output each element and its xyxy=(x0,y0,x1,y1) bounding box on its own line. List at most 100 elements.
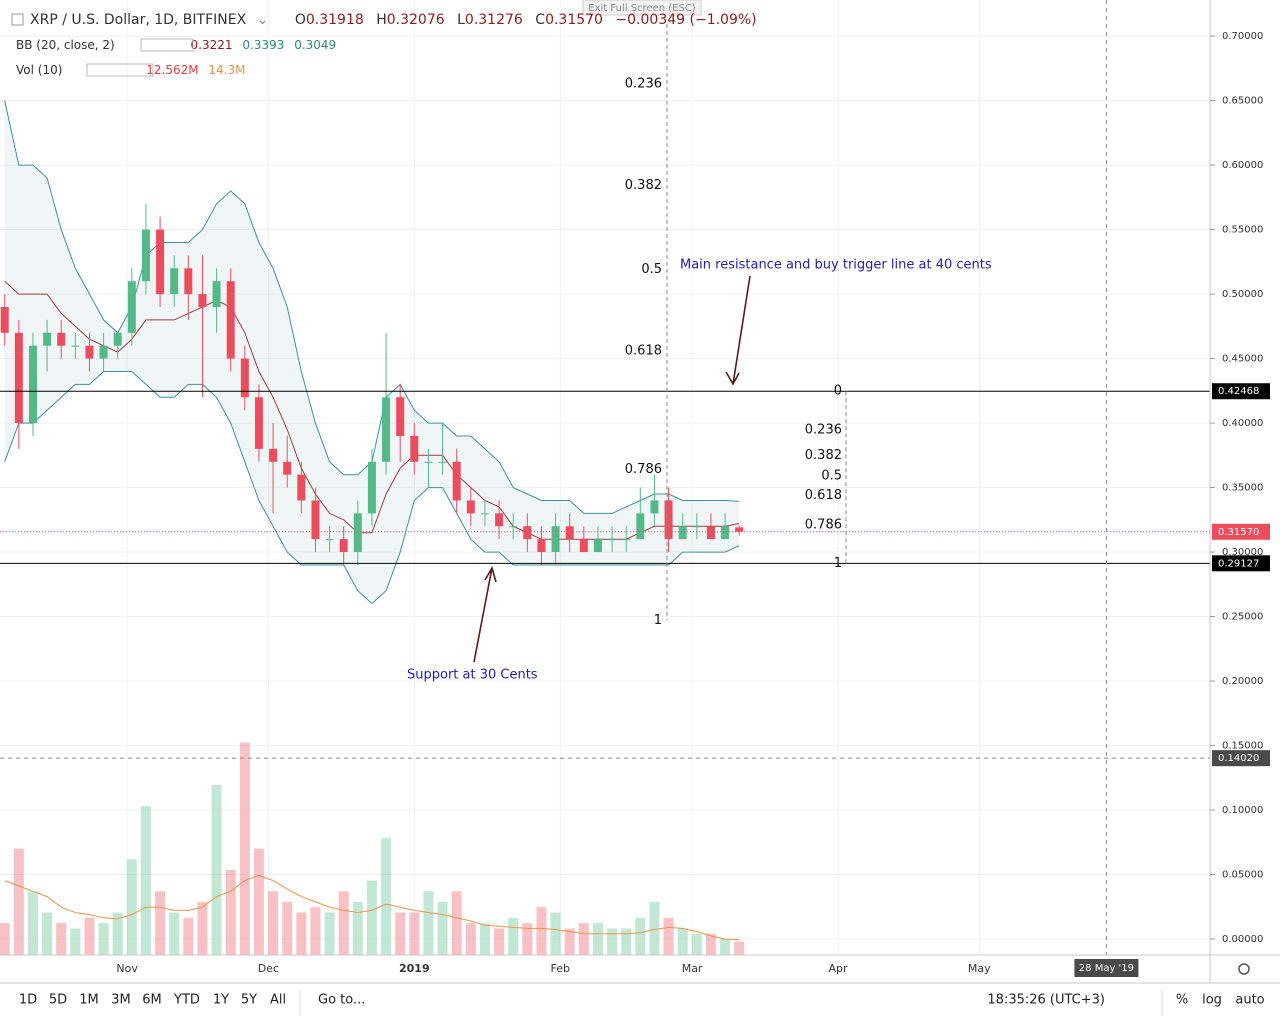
change: −0.00349 (−1.09%) xyxy=(615,12,756,28)
y-tick-label: 0.30000 xyxy=(1222,547,1263,558)
price-label: 0.29127 xyxy=(1218,558,1259,569)
fib-level-label: 0.5 xyxy=(641,262,662,277)
fib-level-label: 0.786 xyxy=(805,517,842,532)
volume-bar xyxy=(296,912,307,955)
candle-body xyxy=(14,332,23,424)
y-tick-label: 0.15000 xyxy=(1222,741,1263,752)
bb-controls[interactable] xyxy=(140,38,194,52)
scale-button[interactable]: % xyxy=(1176,993,1188,1008)
x-tick-label: Apr xyxy=(829,962,849,975)
candle-body xyxy=(438,461,447,463)
candle-body xyxy=(0,306,9,333)
scale-button[interactable]: log xyxy=(1202,993,1222,1008)
range-button[interactable]: All xyxy=(270,993,286,1008)
annotation: Main resistance and buy trigger line at … xyxy=(680,258,992,273)
range-button[interactable]: 1M xyxy=(79,993,99,1008)
candle-body xyxy=(297,474,306,501)
price-label-bg xyxy=(1212,750,1270,767)
volume-bar xyxy=(183,917,194,955)
candle-body xyxy=(495,513,504,527)
volume-bar xyxy=(140,806,151,955)
vol-controls[interactable] xyxy=(86,63,154,77)
symbol-icon[interactable] xyxy=(11,13,24,26)
range-button[interactable]: 1Y xyxy=(213,993,229,1008)
bb-value: 0.3393 xyxy=(242,38,284,52)
symbol[interactable]: XRP / U.S. Dollar, 1D, BITFINEX xyxy=(30,12,247,28)
header: XRP / U.S. Dollar, 1D, BITFINEX ⌄ O0.319… xyxy=(30,12,757,28)
volume-bar xyxy=(677,928,688,955)
arrow xyxy=(473,565,497,663)
fib-level-label: 0.786 xyxy=(625,462,662,477)
volume-bar xyxy=(691,933,702,955)
volume-bar xyxy=(98,923,109,955)
volume-bar xyxy=(70,928,81,955)
settings-icon[interactable] xyxy=(1238,963,1250,975)
volume-bar xyxy=(155,891,166,955)
price-label: 0.42468 xyxy=(1218,386,1259,397)
ohlc-value: 0.32076 xyxy=(387,12,445,28)
volume-bar xyxy=(607,928,618,955)
volume-bar xyxy=(239,742,250,955)
volume-bar xyxy=(734,941,745,955)
bb-label[interactable]: BB (20, close, 2) xyxy=(16,38,115,52)
scale-button[interactable]: auto xyxy=(1235,993,1264,1008)
volume-bar xyxy=(84,917,95,955)
candle-body xyxy=(325,539,334,541)
volume-bar xyxy=(13,848,24,955)
candle-body xyxy=(212,281,221,307)
date-label: 28 May '19 xyxy=(1079,963,1134,974)
volume-bar xyxy=(437,901,448,955)
clock: 18:35:26 (UTC+3) xyxy=(987,993,1105,1008)
volume-bar xyxy=(663,917,674,955)
volume-bar xyxy=(649,901,660,955)
price-label-bg xyxy=(1212,523,1270,540)
candle-body xyxy=(311,500,320,540)
x-tick-label: 2019 xyxy=(399,962,430,975)
fib-level-label: 0.236 xyxy=(625,76,662,91)
range-button[interactable]: YTD xyxy=(173,993,200,1008)
volume-bar xyxy=(508,917,519,955)
fib-level-label: 0 xyxy=(834,384,842,399)
candle-body xyxy=(509,526,518,528)
exit-fullscreen-label[interactable]: Exit Full Screen (ESC) xyxy=(588,3,696,14)
candle-body xyxy=(523,526,532,540)
volume-bar xyxy=(578,923,589,955)
range-button[interactable]: 6M xyxy=(142,993,162,1008)
volume-bar xyxy=(592,923,603,955)
range-button[interactable]: 5D xyxy=(49,993,67,1008)
volume-bar xyxy=(451,891,462,955)
candle-body xyxy=(99,345,108,359)
fib-level-label: 1 xyxy=(654,613,662,628)
range-button[interactable]: 1D xyxy=(19,993,37,1008)
x-tick-label: Dec xyxy=(258,962,279,975)
vol-label[interactable]: Vol (10) xyxy=(16,63,62,77)
candle-body xyxy=(622,539,631,541)
ohlc-value: 0.31918 xyxy=(306,12,364,28)
candle-body xyxy=(382,397,391,462)
candle-body xyxy=(664,500,673,540)
volume-bar xyxy=(282,901,293,955)
vol-value: 14.3M xyxy=(208,63,245,77)
dropdown-icon[interactable]: ⌄ xyxy=(257,12,269,28)
goto-button[interactable]: Go to... xyxy=(318,993,365,1008)
y-tick-label: 0.55000 xyxy=(1222,225,1263,236)
fib-level-label: 0.5 xyxy=(821,468,842,483)
volume-bar xyxy=(395,912,406,955)
y-tick-label: 0.45000 xyxy=(1222,354,1263,365)
candle-body xyxy=(85,345,94,359)
volume-bar xyxy=(42,912,53,955)
candle-body xyxy=(57,332,66,346)
exit-fullscreen-button[interactable] xyxy=(582,0,702,16)
candle-body xyxy=(706,526,715,540)
y-tick-label: 0.25000 xyxy=(1222,612,1263,623)
price-label-bg xyxy=(1212,555,1270,572)
candle-body xyxy=(240,358,249,398)
range-button[interactable]: 5Y xyxy=(241,993,257,1008)
range-button[interactable]: 3M xyxy=(111,993,131,1008)
volume-bar xyxy=(225,870,236,955)
candle-body xyxy=(579,539,588,553)
y-tick-label: 0.05000 xyxy=(1222,870,1263,881)
candle-body xyxy=(254,397,263,449)
volume-bar xyxy=(564,928,575,955)
candle-body xyxy=(410,435,419,462)
